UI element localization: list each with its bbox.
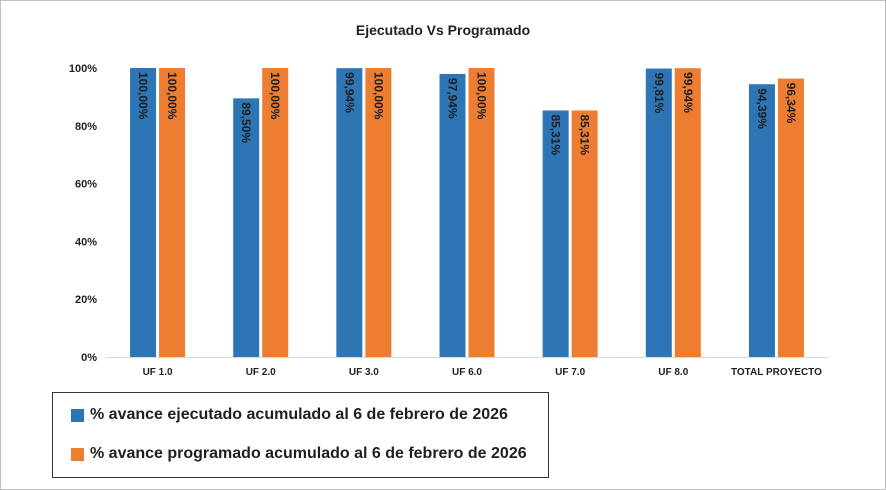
legend-label-ejecutado: % avance ejecutado acumulado al 6 de feb… xyxy=(90,406,508,423)
bar-programado xyxy=(468,68,495,357)
y-tick-label: 60% xyxy=(75,179,97,191)
data-label: 100,00% xyxy=(268,72,282,120)
bar-programado xyxy=(365,68,392,357)
bar-programado xyxy=(159,68,186,357)
bar-ejecutado xyxy=(748,84,775,358)
x-tick-label: TOTAL PROYECTO xyxy=(731,367,822,378)
bar-ejecutado xyxy=(439,73,466,357)
y-tick-label: 100% xyxy=(69,63,97,75)
bar-ejecutado xyxy=(542,110,569,357)
data-label: 99,94% xyxy=(681,72,695,113)
x-tick-label: UF 6.0 xyxy=(452,367,482,378)
data-label: 100,00% xyxy=(475,72,489,120)
data-label: 89,50% xyxy=(239,102,253,143)
bar-ejecutado xyxy=(645,68,672,357)
legend: % avance ejecutado acumulado al 6 de feb… xyxy=(52,392,549,478)
data-label: 99,94% xyxy=(342,72,356,113)
y-tick-label: 40% xyxy=(75,236,97,248)
data-label: 100,00% xyxy=(136,72,150,120)
y-tick-label: 0% xyxy=(81,352,97,364)
data-label: 97,94% xyxy=(446,78,460,119)
data-label: 96,34% xyxy=(784,83,798,124)
bar-ejecutado xyxy=(233,98,260,357)
y-tick-label: 80% xyxy=(75,121,97,133)
bar-programado xyxy=(571,110,598,357)
chart-title: Ejecutado Vs Programado xyxy=(355,22,531,38)
bar-programado xyxy=(777,78,804,358)
bar-programado xyxy=(674,68,701,357)
data-label: 85,31% xyxy=(549,114,563,155)
x-tick-label: UF 3.0 xyxy=(349,367,379,378)
data-label: 100,00% xyxy=(371,72,385,120)
x-tick-label: UF 1.0 xyxy=(143,367,173,378)
legend-swatch-ejecutado xyxy=(71,408,84,422)
bar-ejecutado xyxy=(130,68,157,357)
bar-programado xyxy=(262,68,289,357)
bar-ejecutado xyxy=(336,68,363,357)
x-tick-label: UF 8.0 xyxy=(658,367,688,378)
legend-label-programado: % avance programado acumulado al 6 de fe… xyxy=(90,445,527,462)
data-label: 94,39% xyxy=(755,88,769,129)
legend-item-ejecutado: % avance ejecutado acumulado al 6 de feb… xyxy=(71,404,508,426)
data-label: 99,81% xyxy=(652,73,666,114)
x-tick-label: UF 2.0 xyxy=(246,367,276,378)
legend-item-programado: % avance programado acumulado al 6 de fe… xyxy=(71,443,527,465)
legend-swatch-programado xyxy=(71,447,84,461)
y-tick-label: 20% xyxy=(75,294,97,306)
data-label: 85,31% xyxy=(578,114,592,155)
x-tick-label: UF 7.0 xyxy=(555,367,585,378)
data-label: 100,00% xyxy=(165,72,179,120)
